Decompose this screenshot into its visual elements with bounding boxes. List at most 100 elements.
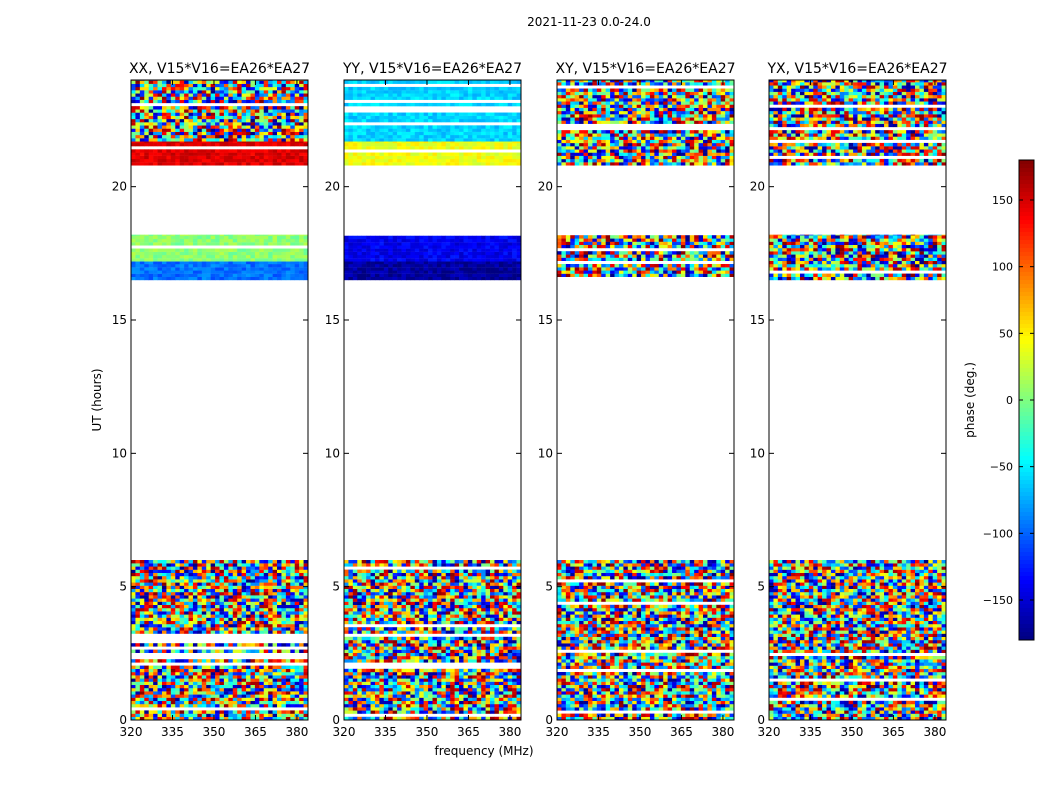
heatmap-cell xyxy=(184,131,189,136)
heatmap-cell xyxy=(428,675,433,679)
heatmap-cell xyxy=(263,128,269,132)
heatmap-cell xyxy=(397,572,402,577)
heatmap-cell xyxy=(241,614,247,618)
heatmap-cell xyxy=(419,614,424,618)
heatmap-cell xyxy=(352,659,358,663)
heatmap-cell xyxy=(485,691,491,695)
heatmap-cell xyxy=(388,588,393,593)
heatmap-cell xyxy=(188,694,194,698)
heatmap-cell xyxy=(170,112,176,116)
heatmap-cell xyxy=(263,238,269,243)
heatmap-cell xyxy=(303,276,309,281)
heatmap-cell xyxy=(503,652,509,657)
heatmap-cell xyxy=(223,611,229,615)
heatmap-cell xyxy=(184,617,189,621)
heatmap-cell xyxy=(232,93,238,97)
heatmap-cell xyxy=(277,582,282,586)
heatmap-cell xyxy=(210,235,216,240)
heatmap-cell xyxy=(241,630,247,634)
heatmap-cell xyxy=(303,267,309,271)
heatmap-cell xyxy=(498,652,504,657)
heatmap-cell xyxy=(516,643,522,647)
heatmap-cell xyxy=(184,99,189,104)
heatmap-cell xyxy=(299,112,304,116)
heatmap-cell xyxy=(432,601,438,605)
heatmap-cell xyxy=(263,273,269,277)
heatmap-cell xyxy=(268,152,273,156)
heatmap-cell xyxy=(144,142,149,147)
heatmap-cell xyxy=(428,576,433,580)
heatmap-cell xyxy=(303,572,309,577)
heatmap-cell xyxy=(215,106,220,110)
heatmap-cell xyxy=(232,624,238,628)
heatmap-cell xyxy=(223,672,229,676)
heatmap-cell xyxy=(170,261,176,265)
heatmap-cell xyxy=(277,86,282,91)
heatmap-cell xyxy=(131,608,136,612)
y-tick-label: 15 xyxy=(112,313,127,327)
heatmap-cell xyxy=(144,694,149,698)
heatmap-cell xyxy=(192,93,198,97)
heatmap-cell xyxy=(454,585,460,589)
heatmap-cell xyxy=(445,582,451,586)
heatmap-cell xyxy=(450,659,455,663)
heatmap-cell xyxy=(263,588,269,593)
heatmap-cell xyxy=(263,598,269,602)
heatmap-cell xyxy=(175,238,180,243)
heatmap-cell xyxy=(210,267,216,271)
heatmap-cell xyxy=(405,659,411,663)
heatmap-cell xyxy=(383,694,389,698)
heatmap-cell xyxy=(215,80,220,84)
heatmap-cell xyxy=(481,598,486,602)
heatmap-cell xyxy=(237,264,242,268)
heatmap-cell xyxy=(135,585,141,589)
heatmap-cell xyxy=(379,601,385,605)
heatmap-cell xyxy=(414,704,420,708)
heatmap-cell xyxy=(485,614,491,618)
heatmap-cell xyxy=(428,582,433,586)
heatmap-cell xyxy=(392,668,398,673)
heatmap-cell xyxy=(223,595,229,599)
heatmap-cell xyxy=(215,617,220,621)
heatmap-cell xyxy=(410,595,416,599)
heatmap-cell xyxy=(192,576,198,580)
heatmap-cell xyxy=(144,93,149,97)
heatmap-cell xyxy=(228,630,234,634)
heatmap-cell xyxy=(144,122,149,126)
heatmap-cell xyxy=(223,235,229,240)
heatmap-cell xyxy=(405,601,411,605)
heatmap-cell xyxy=(472,608,478,612)
heatmap-cell xyxy=(285,700,291,705)
heatmap-cell xyxy=(131,681,136,685)
heatmap-cell xyxy=(392,681,398,685)
x-axis-label: frequency (MHz) xyxy=(434,744,533,758)
heatmap-cell xyxy=(223,601,229,605)
heatmap-cell xyxy=(472,684,478,689)
heatmap-cell xyxy=(401,694,407,698)
heatmap-cell xyxy=(428,585,433,589)
heatmap-cell xyxy=(299,83,304,88)
heatmap-cell xyxy=(135,659,141,663)
heatmap-cell xyxy=(303,611,309,615)
heatmap-cell xyxy=(153,251,158,256)
heatmap-cell xyxy=(153,713,158,717)
heatmap-cell xyxy=(192,678,198,682)
heatmap-cell xyxy=(170,694,176,698)
heatmap-cell xyxy=(228,80,234,84)
heatmap-cell xyxy=(290,659,296,663)
heatmap-cell xyxy=(397,694,402,698)
heatmap-cell xyxy=(290,576,296,580)
heatmap-cell xyxy=(210,566,216,570)
heatmap-cell xyxy=(179,620,185,625)
heatmap-cell xyxy=(459,668,464,673)
heatmap-cell xyxy=(153,118,158,123)
heatmap-cell xyxy=(201,238,207,243)
heatmap-cell xyxy=(445,576,451,580)
heatmap-cell xyxy=(179,270,185,274)
heatmap-cell xyxy=(498,582,504,586)
heatmap-cell xyxy=(454,588,460,593)
heatmap-cell xyxy=(197,115,203,120)
heatmap-cell xyxy=(507,668,513,673)
heatmap-cell xyxy=(507,604,513,609)
heatmap-cell xyxy=(215,141,220,144)
